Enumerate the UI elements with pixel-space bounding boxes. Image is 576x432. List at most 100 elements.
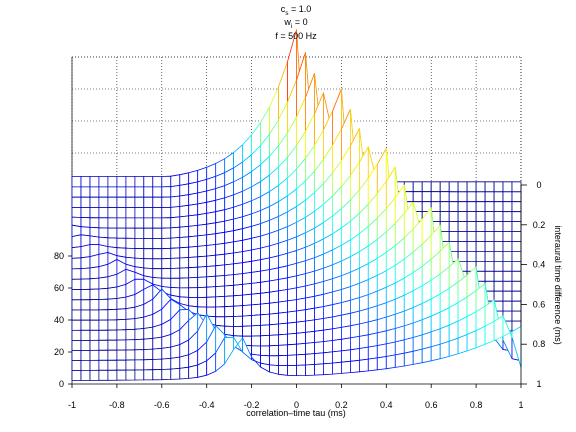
surface-cell	[385, 328, 396, 345]
surface-cell	[251, 270, 262, 284]
surface-cell	[484, 181, 495, 193]
surface-cell	[430, 343, 441, 362]
surface-cell	[170, 226, 181, 239]
surface-cell	[161, 175, 172, 188]
surface-cell	[98, 319, 109, 331]
surface-cell	[197, 212, 208, 226]
surface-cell	[314, 363, 324, 376]
surface-cell	[457, 181, 468, 193]
surface-cell	[89, 266, 100, 280]
surface-cell	[242, 237, 253, 253]
surface-cell	[89, 288, 100, 301]
surface-cell	[179, 236, 190, 249]
surface-cell	[161, 247, 172, 260]
surface-cell	[71, 257, 82, 270]
surface-cell	[170, 174, 181, 188]
surface-cell	[224, 230, 235, 244]
surface-cell	[152, 358, 163, 371]
surface-cell	[251, 303, 262, 316]
surface-cell	[116, 339, 127, 351]
surface-cell	[349, 335, 360, 351]
surface-cell	[116, 329, 127, 341]
surface-cell	[125, 186, 136, 198]
surface-cell	[349, 310, 360, 327]
surface-cell	[188, 181, 199, 196]
surface-cell	[224, 284, 235, 297]
surface-cell	[188, 296, 199, 308]
surface-cell	[116, 308, 127, 321]
surface-cell	[170, 257, 181, 269]
surface-cell	[161, 196, 172, 209]
surface-cell	[134, 217, 145, 229]
surface-cell	[116, 369, 127, 381]
surface-cell	[251, 345, 262, 356]
surface-cell	[278, 252, 288, 269]
surface-cell	[278, 265, 288, 280]
surface-cell	[269, 279, 279, 293]
surface-cell	[179, 257, 190, 269]
surface-cell	[224, 316, 235, 327]
surface-cell	[116, 207, 127, 219]
surface-cell	[305, 330, 315, 344]
surface-cell	[475, 201, 486, 213]
surface-cell	[430, 328, 441, 348]
surface-cell	[161, 368, 172, 381]
surface-cell	[484, 221, 495, 232]
surface-cell	[107, 217, 118, 229]
surface-cell	[143, 217, 154, 229]
surface-cell	[278, 354, 288, 367]
surface-cell	[421, 181, 432, 193]
surface-cell	[439, 340, 450, 360]
surface-cell	[493, 221, 504, 232]
surface-cell	[215, 285, 226, 298]
surface-cell	[340, 299, 351, 316]
surface-cell	[457, 241, 468, 252]
surface-cell	[71, 268, 82, 280]
surface-cell	[349, 297, 360, 314]
surface-cell	[349, 348, 360, 362]
surface-cell	[502, 290, 513, 302]
surface-cell	[98, 349, 109, 361]
x-tick-label-0: -1	[68, 400, 76, 410]
surface-cell	[134, 328, 145, 341]
surface-cell	[340, 360, 351, 374]
surface-cell	[331, 326, 342, 341]
surface-cell	[152, 207, 163, 219]
surface-cell	[188, 203, 199, 217]
surface-cell	[358, 334, 369, 349]
surface-cell	[161, 268, 172, 279]
surface-cell	[71, 309, 82, 321]
surface-cell	[188, 276, 199, 289]
surface-cell	[161, 186, 172, 198]
surface-cell	[152, 217, 163, 229]
surface-cell	[466, 231, 477, 242]
surface-cell	[439, 191, 450, 203]
surface-cell	[170, 277, 181, 289]
surface-cell	[107, 339, 118, 351]
surface-cell	[331, 289, 342, 306]
surface-cell	[322, 351, 333, 365]
surface-cell	[260, 313, 271, 326]
surface-cell	[269, 334, 279, 347]
surface-cell	[475, 191, 486, 203]
surface-cell	[269, 267, 279, 282]
surface-cell	[314, 281, 324, 297]
chart-title-line-3: f = 500 Hz	[275, 31, 317, 41]
surface-cell	[403, 322, 414, 341]
surface-cell	[251, 259, 262, 273]
surface-cell	[206, 244, 217, 257]
surface-cell	[403, 181, 414, 193]
surface-cell	[89, 217, 100, 229]
surface-cell	[511, 300, 522, 312]
surface-cell	[322, 316, 333, 331]
surface-cell	[134, 227, 145, 239]
surface-cell	[215, 306, 226, 318]
surface-cell	[71, 340, 82, 351]
surface-cell	[511, 280, 522, 292]
y-tick-label-4: 0.8	[533, 339, 546, 349]
surface-cell	[134, 186, 145, 198]
surface-cell	[188, 214, 199, 227]
surface-cell	[134, 369, 145, 381]
surface-cell	[278, 289, 288, 303]
